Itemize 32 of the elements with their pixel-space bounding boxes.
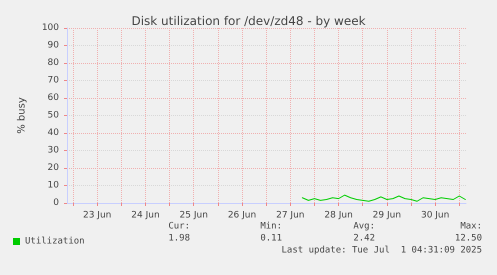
x-tick-label: 23 Jun [82,210,112,220]
x-tick-label: 30 Jun [420,210,450,220]
text: 1.98 [168,234,190,244]
y-tick-label: 40 [48,128,60,138]
text: Cur: [168,222,190,232]
text: Last update: Tue Jul 1 04:31:09 2025 [282,246,482,256]
text: Min: [260,222,282,232]
chart-title: Disk utilization for /dev/zd48 - by week [131,14,366,28]
y-tick-label: 80 [48,58,60,68]
x-tick-label: 24 Jun [131,210,160,220]
y-tick-label: 20 [48,163,60,173]
y-tick-label: 50 [48,110,60,120]
y-tick-label: 10 [48,180,60,190]
legend-label: Utilization [25,236,85,246]
x-tick-label: 29 Jun [372,210,402,220]
x-tick-label: 28 Jun [324,210,353,220]
y-tick-label: 70 [48,76,60,86]
y-tick-label: 30 [48,146,60,156]
text: 12.50 [454,234,482,244]
y-tick-label: 0 [53,198,60,208]
y-tick-label: 90 [48,40,60,50]
x-tick-label: 27 Jun [276,210,304,220]
text: 2.42 [353,234,375,244]
y-tick-label: 60 [48,93,60,103]
y-axis-title: % busy [16,97,28,134]
line-series [302,194,466,202]
text: Max: [460,222,482,232]
text: Avg: [353,222,375,232]
x-tick-label: 25 Jun [180,210,208,220]
x-tick-label: 26 Jun [228,210,256,220]
y-tick-label: 100 [42,23,60,33]
text: 0.11 [260,234,282,244]
